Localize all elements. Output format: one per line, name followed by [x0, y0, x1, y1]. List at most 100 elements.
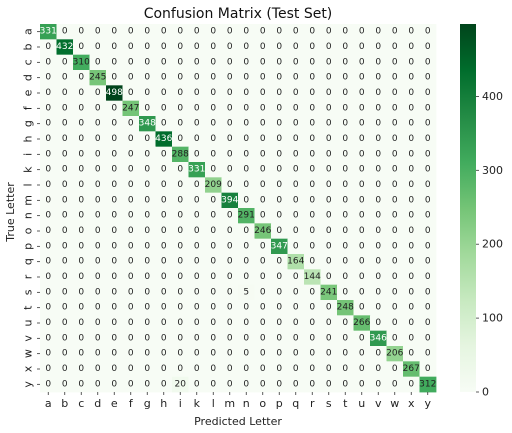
heatmap-cell: [337, 39, 354, 56]
heatmap-cell: [271, 192, 288, 209]
heatmap-cell: [73, 300, 90, 316]
cell-value-label: 0: [342, 103, 348, 113]
cell-value-label: 0: [161, 226, 167, 236]
cell-value-label: 0: [144, 42, 150, 52]
heatmap-cell: [172, 284, 189, 301]
heatmap-cell: [56, 284, 74, 301]
heatmap-cell: [238, 284, 255, 301]
heatmap-cell: [139, 192, 156, 209]
heatmap-cell: [139, 116, 156, 132]
heatmap-cell: [155, 330, 173, 347]
colorbar-tick-label: 400: [482, 90, 503, 103]
cell-value-label: 0: [342, 195, 348, 205]
cell-value-label: 0: [359, 180, 365, 190]
x-tick-label: k: [194, 397, 201, 410]
heatmap-cell: [139, 70, 156, 86]
heatmap-cell: [287, 24, 305, 40]
cell-value-label: 0: [260, 272, 266, 282]
heatmap-cell: [353, 39, 371, 56]
heatmap-cell: [89, 116, 107, 132]
heatmap-cell: [403, 208, 420, 224]
heatmap-cell: [122, 330, 140, 347]
heatmap-cell: [419, 192, 437, 209]
heatmap-cell: [337, 330, 354, 347]
cell-value-label: 347: [271, 241, 288, 251]
cell-value-label: 0: [392, 27, 398, 37]
heatmap-cell: [56, 192, 74, 209]
heatmap-cell: [320, 284, 338, 301]
cell-value-label: 0: [326, 134, 332, 144]
cell-value-label: 0: [128, 165, 134, 175]
cell-value-label: 0: [326, 272, 332, 282]
heatmap-cell: [155, 315, 173, 332]
cell-value-label: 0: [392, 57, 398, 67]
heatmap-cell: [238, 54, 255, 71]
cell-value-label: 0: [177, 364, 183, 374]
heatmap-cell: [56, 223, 74, 240]
cell-value-label: 0: [342, 57, 348, 67]
cell-value-label: 0: [111, 287, 117, 297]
cell-value-label: 0: [177, 195, 183, 205]
cell-value-label: 0: [62, 165, 68, 175]
heatmap-cell: [353, 223, 371, 240]
cell-value-label: 0: [375, 134, 381, 144]
cell-value-label: 0: [309, 88, 315, 98]
heatmap-cell: [353, 208, 371, 224]
cell-value-label: 0: [95, 88, 101, 98]
heatmap-cell: [122, 85, 140, 102]
cell-value-label: 0: [227, 257, 233, 267]
heatmap-cell: [320, 39, 338, 56]
heatmap-cell: [139, 24, 156, 40]
cell-value-label: 0: [375, 257, 381, 267]
x-tick-label: e: [111, 397, 118, 410]
heatmap-cell: [370, 254, 387, 270]
heatmap-cell: [155, 162, 173, 178]
cell-value-label: 0: [194, 379, 200, 389]
cell-value-label: 0: [111, 241, 117, 251]
cell-value-label: 0: [78, 303, 84, 313]
cell-value-label: 0: [425, 103, 431, 113]
cell-value-label: 0: [95, 241, 101, 251]
cell-value-label: 291: [238, 211, 255, 221]
cell-value-label: 0: [111, 165, 117, 175]
cell-value-label: 0: [62, 318, 68, 328]
cell-value-label: 0: [95, 149, 101, 159]
cell-value-label: 0: [62, 149, 68, 159]
cell-value-label: 0: [144, 333, 150, 343]
heatmap-cell: [205, 116, 222, 132]
cell-value-label: 0: [342, 149, 348, 159]
heatmap-cell: [122, 376, 140, 393]
heatmap-cell: [106, 192, 123, 209]
heatmap-cell: [155, 238, 173, 255]
heatmap-cell: [337, 100, 354, 117]
cell-value-label: 0: [260, 333, 266, 343]
heatmap-cell: [106, 315, 123, 332]
cell-value-label: 206: [386, 349, 403, 359]
heatmap-cell: [40, 346, 57, 362]
heatmap-cell: [122, 238, 140, 255]
heatmap-cell: [403, 39, 420, 56]
cell-value-label: 0: [111, 27, 117, 37]
colorbar-tick-label: 200: [482, 238, 503, 251]
heatmap-cell: [139, 346, 156, 362]
cell-value-label: 0: [62, 257, 68, 267]
x-tick-label: l: [212, 397, 215, 410]
cell-value-label: 0: [62, 180, 68, 190]
heatmap-cell: [287, 238, 305, 255]
y-tick-label: s: [22, 289, 35, 295]
x-tick-label: y: [424, 397, 431, 410]
cell-value-label: 0: [359, 27, 365, 37]
cell-value-label: 436: [155, 134, 172, 144]
heatmap-cell: [73, 238, 90, 255]
heatmap-cell: [254, 54, 272, 71]
heatmap-cell: [304, 284, 321, 301]
cell-value-label: 0: [375, 180, 381, 190]
cell-value-label: 0: [408, 57, 414, 67]
heatmap-cell: [172, 346, 189, 362]
cell-value-label: 0: [128, 349, 134, 359]
cell-value-label: 0: [95, 27, 101, 37]
heatmap-cell: [403, 85, 420, 102]
cell-value-label: 0: [210, 364, 216, 374]
heatmap-cell: [221, 223, 239, 240]
